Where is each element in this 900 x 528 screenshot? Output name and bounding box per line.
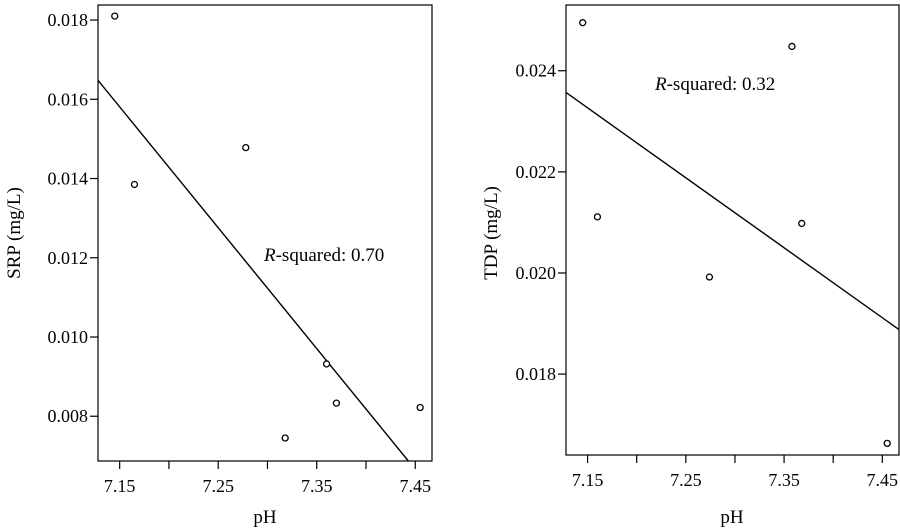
srp-y-tick-label: 0.016 — [48, 89, 89, 109]
tdp-data-point — [883, 439, 891, 448]
srp-y-tick-label: 0.014 — [48, 169, 89, 189]
srp-y-tick-label: 0.012 — [48, 248, 89, 268]
tdp-data-point — [788, 42, 796, 51]
srp-data-point — [416, 403, 424, 412]
tdp-y-tick-label: 0.018 — [516, 364, 557, 384]
srp-y-ticks: 0.008 0.010 0.012 0.014 0.016 0.018 — [48, 10, 98, 426]
tdp-y-tick-label: 0.020 — [516, 263, 557, 283]
srp-x-tick-label: 7.35 — [301, 476, 333, 496]
tdp-panel: 7.15 7.25 7.35 7.45 0.018 0.020 0.022 0.024 R-… — [481, 4, 900, 528]
srp-data-point — [111, 12, 119, 20]
srp-y-tick-label: 0.010 — [48, 327, 89, 347]
tdp-x-ticks: 7.15 7.25 7.35 7.45 — [572, 455, 898, 490]
srp-data-point — [281, 434, 289, 442]
srp-y-tick-label: 0.008 — [48, 406, 89, 426]
tdp-r-squared-italic: R — [654, 74, 667, 95]
tdp-r-squared-text: -squared: 0.32 — [667, 74, 776, 95]
srp-r-squared-text: -squared: 0.70 — [276, 245, 385, 266]
srp-data-point — [322, 360, 331, 368]
tdp-plot-frame — [565, 4, 900, 456]
tdp-data-point — [705, 273, 714, 281]
srp-y-axis-title: SRP (mg/L) — [4, 187, 25, 279]
srp-x-tick-label: 7.15 — [104, 476, 136, 496]
tdp-x-tick-label: 7.15 — [572, 470, 604, 490]
tdp-y-ticks: 0.018 0.020 0.022 0.024 — [516, 61, 566, 384]
srp-plot-frame — [97, 4, 433, 462]
tdp-data-point — [593, 213, 602, 221]
tdp-y-tick-label: 0.022 — [516, 162, 557, 182]
srp-panel: 7.15 7.25 7.35 7.45 0.0080.0100.0120.0140.0… — [4, 4, 433, 528]
tdp-x-axis-title: pH — [720, 507, 744, 528]
srp-data-point — [130, 180, 139, 189]
srp-r-squared-italic: R — [263, 245, 276, 266]
tdp-regression-line — [565, 91, 900, 331]
tdp-y-axis-title: TDP (mg/L) — [481, 186, 502, 280]
srp-regression-line — [97, 79, 409, 462]
srp-data-point — [332, 399, 341, 407]
tdp-x-tick-label: 7.25 — [670, 470, 702, 490]
srp-points — [111, 12, 424, 442]
srp-x-axis-title: pH — [253, 507, 277, 528]
tdp-y-tick-label: 0.024 — [516, 61, 557, 81]
tdp-r-squared-annotation: R-squared: 0.32 — [654, 74, 775, 95]
tdp-points — [579, 19, 891, 448]
srp-x-ticks: 7.15 7.25 7.35 7.45 — [104, 461, 431, 496]
srp-x-tick-label: 7.25 — [202, 476, 234, 496]
tdp-x-tick-label: 7.45 — [867, 470, 899, 490]
srp-data-point — [242, 143, 250, 152]
tdp-fit-line — [565, 91, 900, 331]
tdp-data-point — [579, 19, 587, 27]
tdp-x-tick-label: 7.35 — [768, 470, 800, 490]
srp-r-squared-annotation: R-squared: 0.70 — [263, 245, 384, 266]
tdp-data-point — [798, 219, 806, 228]
srp-y-tick-label: 0.018 — [48, 10, 89, 30]
srp-fit-line — [97, 79, 409, 462]
srp-x-tick-label: 7.45 — [400, 476, 432, 496]
